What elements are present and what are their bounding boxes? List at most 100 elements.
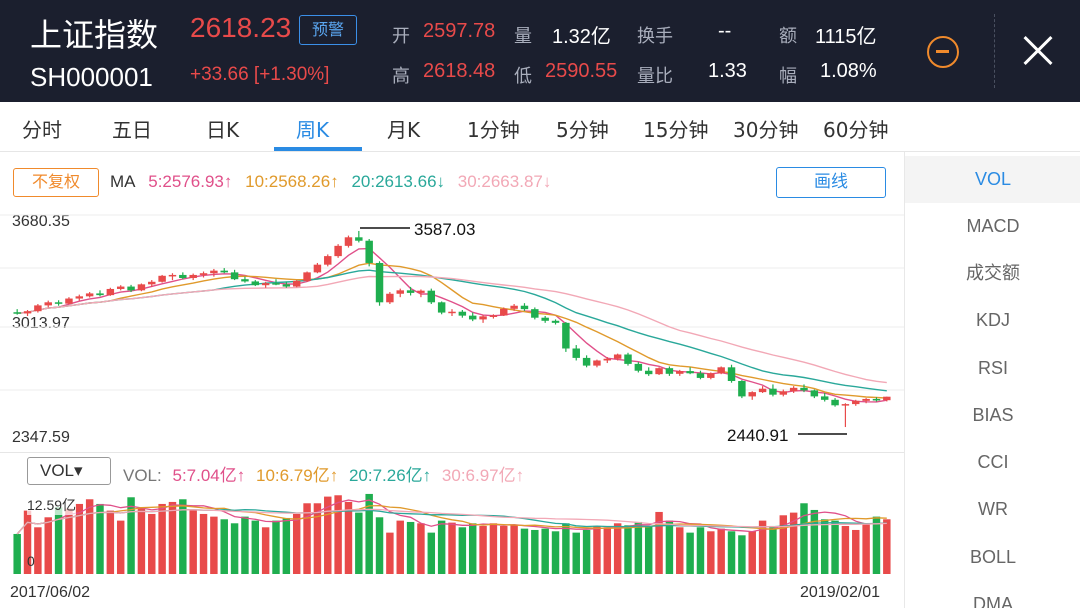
volume-label: 量 — [514, 26, 532, 47]
volume-bar — [210, 516, 218, 574]
candle-body — [862, 398, 870, 401]
candle-body — [313, 264, 322, 273]
indicator-kdj[interactable]: KDJ — [975, 310, 1010, 330]
volume-bar — [365, 493, 373, 574]
price-axis-top: 3680.35 — [12, 213, 70, 230]
price-axis-mid: 3013.97 — [12, 315, 70, 332]
candlestick-chart[interactable]: 3587.03 2440.91 — [0, 205, 904, 450]
tab-5min[interactable]: 5分钟 — [556, 118, 609, 142]
indicator-bias[interactable]: BIAS — [972, 405, 1014, 425]
tab-30min[interactable]: 30分钟 — [733, 118, 799, 142]
candle-body — [676, 371, 684, 374]
open-value: 2597.78 — [423, 20, 496, 42]
volume-bar — [44, 517, 52, 574]
ma-legend: MA 5:2576.93↑ 10:2568.26↑ 20:2613.66↓ 30… — [110, 172, 559, 192]
candle-body — [179, 274, 187, 279]
volume-bar — [406, 521, 415, 574]
volume-bar — [324, 496, 332, 574]
high-label: 高 — [392, 66, 410, 87]
volume-bar — [75, 503, 84, 574]
volume-bar — [665, 520, 674, 574]
candle-body — [375, 262, 384, 303]
ma30-value: 30:2663.87↓ — [457, 172, 552, 191]
volume-value: 1.32亿 — [552, 26, 611, 48]
candle-body — [686, 371, 694, 374]
volume-bar — [696, 527, 705, 574]
draw-line-button[interactable]: 画线 — [776, 167, 886, 198]
volume-bar — [758, 520, 767, 574]
indicator-macd[interactable]: MACD — [966, 216, 1020, 236]
indicator-cci[interactable]: CCI — [977, 452, 1009, 472]
turnover-value: -- — [718, 20, 732, 42]
alert-button[interactable]: 预警 — [299, 15, 357, 45]
volume-bar — [551, 531, 560, 574]
volume-bar — [748, 531, 756, 574]
candle-body — [489, 315, 498, 317]
period-tabs: 分时 五日 日K 周K 月K 1分钟 5分钟 15分钟 30分钟 60分钟 — [0, 102, 1080, 152]
indicator-dma[interactable]: DMA — [973, 594, 1013, 608]
open-label: 开 — [392, 26, 410, 47]
candle-body — [603, 358, 612, 361]
tab-1min[interactable]: 1分钟 — [467, 118, 520, 142]
volume-chart[interactable] — [0, 488, 904, 576]
candle-body — [272, 283, 280, 285]
candle-body — [531, 309, 539, 318]
candle-body — [644, 370, 653, 375]
candle-body — [65, 298, 73, 304]
volume-bar — [655, 511, 663, 574]
candle-body — [572, 348, 580, 358]
vol-ma10-value: 10:6.79亿↑ — [255, 466, 339, 485]
indicator-dropdown[interactable]: VOL▾ — [27, 457, 111, 485]
volume-ma-legend: VOL: 5:7.04亿↑ 10:6.79亿↑ 20:7.26亿↑ 30:6.9… — [123, 461, 530, 486]
quote-header: 上证指数 SH000001 2618.23 预警 +33.66 [+1.30%]… — [0, 0, 1080, 102]
volume-bar — [520, 528, 529, 574]
candle-body — [613, 354, 622, 359]
candle-body — [437, 302, 446, 313]
remove-watchlist-icon[interactable] — [927, 36, 959, 68]
volume-bar — [644, 525, 653, 574]
tab-weekly-k[interactable]: 周K — [296, 118, 330, 142]
candle-body — [324, 256, 332, 265]
volume-bar — [717, 528, 725, 574]
candle-body — [34, 305, 42, 312]
candle-body — [758, 388, 767, 393]
candle-body — [510, 305, 518, 309]
candle-body — [748, 392, 756, 397]
volume-bar — [676, 527, 684, 574]
volume-bar — [355, 512, 363, 574]
volume-bar — [251, 520, 260, 574]
candle-body — [696, 373, 705, 378]
ma20-value: 20:2613.66↓ — [351, 172, 446, 191]
tab-15min[interactable]: 15分钟 — [643, 118, 709, 142]
volume-bar — [261, 527, 270, 574]
tab-intraday[interactable]: 分时 — [22, 118, 62, 142]
candle-body — [137, 284, 146, 291]
indicator-rsi[interactable]: RSI — [977, 358, 1008, 378]
tab-five-day[interactable]: 五日 — [112, 118, 152, 142]
candle-body — [85, 293, 94, 297]
adjustment-button[interactable]: 不复权 — [13, 168, 99, 197]
candle-body — [23, 311, 32, 314]
indicator-boll[interactable]: BOLL — [969, 547, 1017, 567]
candle-body — [261, 283, 270, 286]
indicator-wr[interactable]: WR — [978, 499, 1008, 519]
candle-body — [292, 280, 301, 287]
volume-bar — [852, 529, 860, 574]
date-axis-end: 2019/02/01 — [800, 584, 881, 601]
indicator-turnover[interactable]: 成交额 — [966, 263, 1020, 283]
candle-body — [427, 290, 436, 303]
candle-body — [551, 320, 560, 323]
candle-body — [707, 373, 715, 378]
tab-60min[interactable]: 60分钟 — [823, 118, 889, 142]
candle-body — [872, 398, 881, 401]
low-value: 2590.55 — [545, 60, 618, 82]
tab-monthly-k[interactable]: 月K — [387, 118, 421, 142]
volume-bar — [686, 532, 694, 574]
volume-bar — [593, 525, 601, 574]
tab-daily-k[interactable]: 日K — [206, 118, 240, 142]
candle-body — [406, 290, 415, 293]
indicator-vol[interactable]: VOL — [905, 156, 1080, 203]
volume-bar — [510, 524, 518, 574]
volume-bar — [779, 515, 788, 574]
close-icon[interactable] — [1019, 32, 1057, 70]
